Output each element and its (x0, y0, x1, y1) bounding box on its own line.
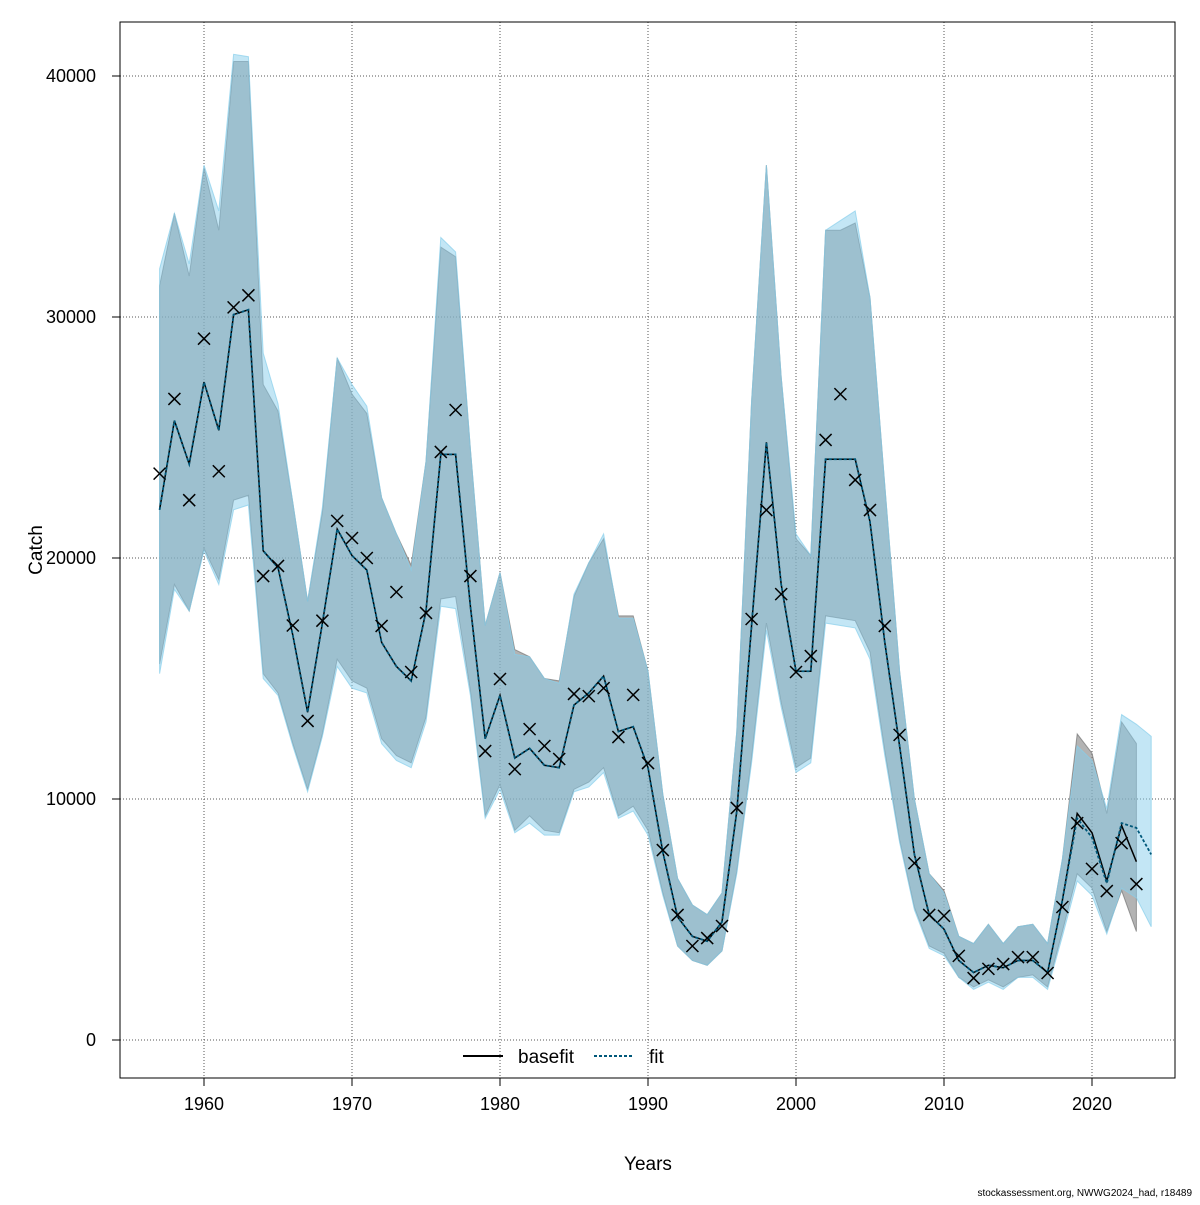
basefit-band (159, 61, 1137, 988)
observed-point (478, 744, 492, 758)
observed-point (819, 433, 833, 447)
fit-band (159, 53, 1152, 991)
observed-point (996, 957, 1010, 971)
observed-point (582, 689, 596, 703)
observed-point (212, 464, 226, 478)
observed-point (360, 551, 374, 565)
observed-point (745, 612, 759, 626)
observed-point (967, 971, 981, 985)
observed-point (848, 473, 862, 487)
observed-point (685, 939, 699, 953)
observed-point (893, 728, 907, 742)
legend-basefit-label: basefit (518, 1047, 575, 1068)
x-tick-label: 1980 (480, 1094, 520, 1114)
observed-point (641, 756, 655, 770)
x-tick-label: 2000 (776, 1094, 816, 1114)
observed-point (1100, 884, 1114, 898)
observed-point (449, 403, 463, 417)
observed-point (315, 614, 329, 628)
observed-point (863, 503, 877, 517)
observed-point (567, 687, 581, 701)
observed-point (1011, 950, 1025, 964)
y-axis: 0 10000 20000 30000 40000 (46, 66, 120, 1050)
observed-point (597, 681, 611, 695)
observed-point (419, 606, 433, 620)
x-tick-label: 1990 (628, 1094, 668, 1114)
observed-point (1041, 966, 1055, 980)
observed-point (789, 665, 803, 679)
observed-point (833, 387, 847, 401)
y-tick-label: 0 (86, 1030, 96, 1050)
x-tick-label: 2010 (924, 1094, 964, 1114)
observed-point (523, 722, 537, 736)
observed-point (227, 300, 241, 314)
observed-point (922, 908, 936, 922)
observed-point (434, 445, 448, 459)
observed-point (656, 843, 670, 857)
observed-point (626, 688, 640, 702)
observed-point (463, 569, 477, 583)
x-axis: 1960 1970 1980 1990 2000 2010 2020 (184, 1078, 1112, 1114)
observed-point (330, 514, 344, 528)
observed-point (952, 949, 966, 963)
observed-point (1115, 836, 1129, 850)
x-axis-label: Years (624, 1154, 672, 1175)
observed-point (404, 665, 418, 679)
observed-point (537, 739, 551, 753)
observed-point (182, 493, 196, 507)
confidence-bands (159, 53, 1152, 991)
footer-credit: stockassessment.org, NWWG2024_had, r1848… (977, 1188, 1192, 1199)
observed-point (167, 392, 181, 406)
legend: basefit fit (463, 1047, 665, 1068)
observed-point (759, 503, 773, 517)
observed-point (1055, 900, 1069, 914)
observed-point (907, 856, 921, 870)
x-tick-label: 1960 (184, 1094, 224, 1114)
observed-point (1026, 950, 1040, 964)
grid (120, 22, 1175, 1078)
observed-point (730, 801, 744, 815)
observed-point (774, 587, 788, 601)
observed-point (937, 909, 951, 923)
observed-point (700, 931, 714, 945)
observed-point (271, 559, 285, 573)
y-tick-label: 20000 (46, 548, 96, 568)
observed-point (256, 569, 270, 583)
observed-point (153, 467, 167, 481)
x-tick-label: 1970 (332, 1094, 372, 1114)
y-tick-label: 40000 (46, 66, 96, 86)
observed-point (878, 619, 892, 633)
observed-point (197, 332, 211, 346)
observed-point (611, 730, 625, 744)
observed-point (345, 531, 359, 545)
observed-point (1129, 877, 1143, 891)
observed-point (301, 714, 315, 728)
observed-point (286, 618, 300, 633)
y-tick-label: 10000 (46, 789, 96, 809)
observed-point (375, 619, 389, 633)
observed-point (715, 919, 729, 933)
observed-points (153, 288, 1143, 985)
observed-point (493, 672, 507, 686)
observed-point (1085, 862, 1099, 876)
observed-point (981, 962, 995, 976)
observed-point (804, 649, 818, 663)
observed-point (389, 585, 403, 599)
y-tick-label: 30000 (46, 307, 96, 327)
observed-point (241, 288, 255, 302)
observed-point (671, 908, 685, 922)
observed-point (508, 762, 522, 776)
y-axis-label: Catch (26, 525, 47, 575)
x-tick-label: 2020 (1072, 1094, 1112, 1114)
legend-fit-label: fit (649, 1047, 665, 1068)
observed-point (1070, 816, 1084, 830)
observed-point (552, 752, 566, 766)
